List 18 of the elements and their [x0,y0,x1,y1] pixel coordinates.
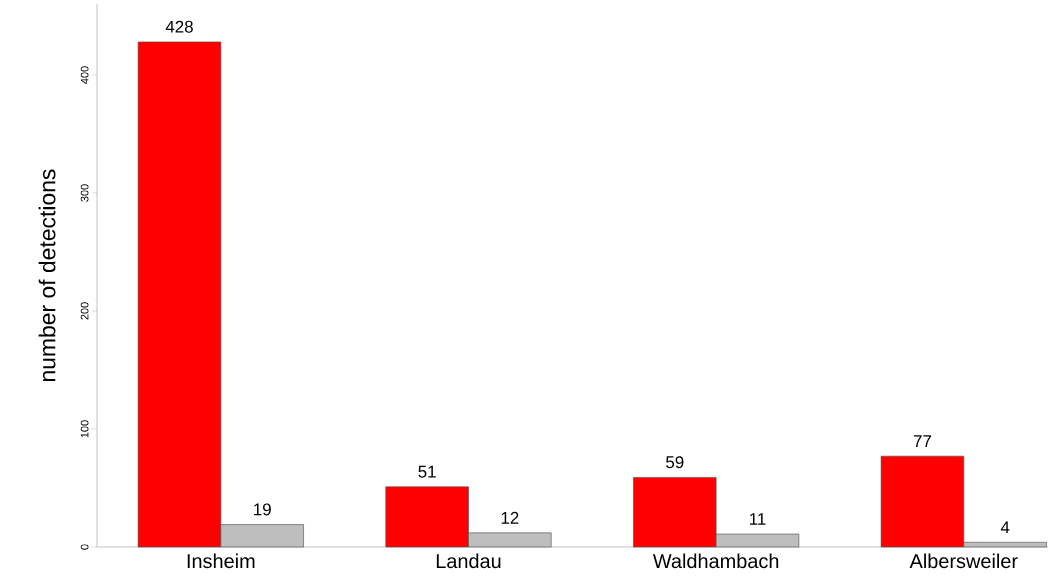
data-label: 51 [418,465,436,478]
data-label: 12 [501,511,519,524]
x-tick-label: Albersweiler [909,553,1018,569]
data-label: 59 [666,456,684,469]
y-tick-label: 0 [80,544,89,550]
data-label: 77 [913,435,932,447]
data-label: 4 [1000,521,1010,534]
y-tick-label: 300 [80,184,89,202]
data-label: 11 [750,513,766,525]
data-label: 428 [165,20,193,33]
x-tick-label: Waldhambach [652,553,779,569]
data-label: 19 [254,503,271,516]
y-tick-label: 100 [80,420,89,438]
y-axis-title: number of detections [38,169,56,382]
x-tick-label: Insheim [187,553,255,569]
x-tick-label: Landau [436,553,501,569]
y-tick-label: 200 [80,302,89,320]
y-tick-label: 400 [80,66,89,84]
